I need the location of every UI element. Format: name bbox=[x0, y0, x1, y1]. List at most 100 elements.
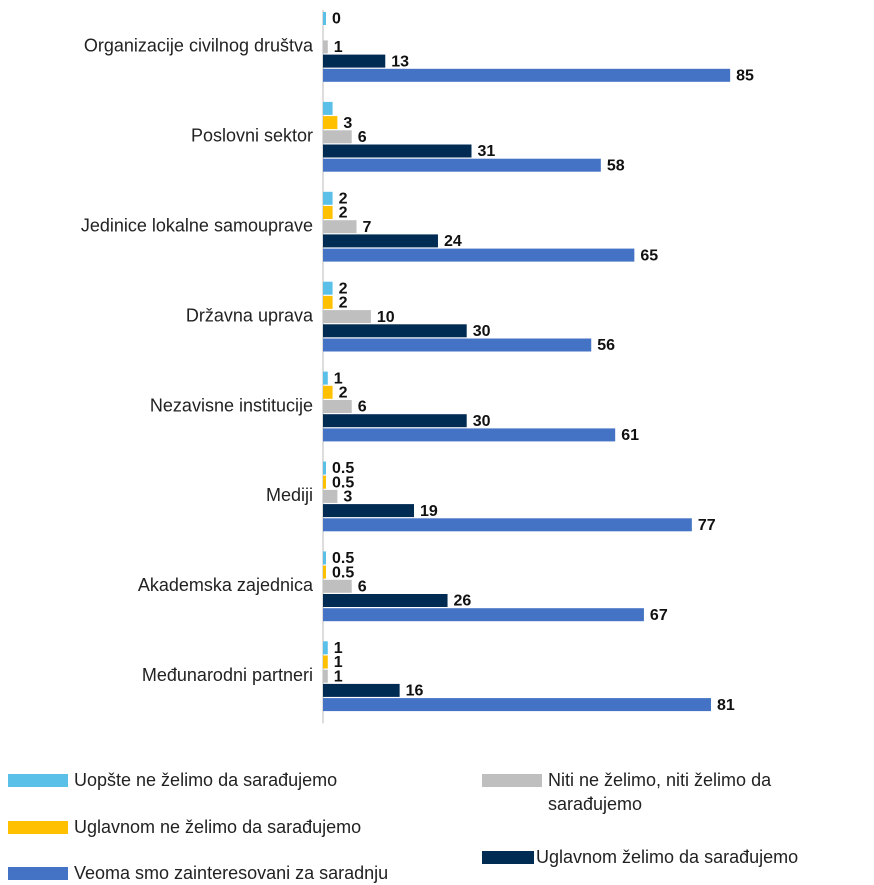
value-label: 7 bbox=[363, 219, 372, 236]
bar bbox=[323, 551, 326, 565]
bar bbox=[323, 310, 371, 324]
chart: Organizacije civilnog društva011385Poslo… bbox=[81, 10, 754, 724]
bar bbox=[323, 158, 601, 172]
value-label: 2 bbox=[339, 191, 348, 208]
bar bbox=[323, 579, 352, 593]
value-label: 1 bbox=[334, 654, 343, 671]
legend-swatch bbox=[8, 774, 68, 787]
value-label: 0.5 bbox=[332, 550, 354, 567]
bar bbox=[323, 68, 731, 82]
category-label: Međunarodni partneri bbox=[142, 665, 313, 685]
value-label: 1 bbox=[334, 668, 343, 685]
bar bbox=[323, 489, 338, 503]
bar bbox=[323, 428, 616, 442]
value-label: 1 bbox=[334, 640, 343, 657]
bar bbox=[323, 608, 644, 622]
bar bbox=[323, 504, 415, 518]
legend-swatch bbox=[482, 774, 542, 787]
bar bbox=[323, 683, 400, 697]
category-label: Poslovni sektor bbox=[191, 126, 313, 146]
value-label: 30 bbox=[473, 413, 491, 430]
bar bbox=[323, 130, 352, 144]
legend-item: Niti ne želimo, niti želimo da sarađujem… bbox=[482, 768, 842, 816]
legend-swatch bbox=[482, 851, 534, 864]
bar bbox=[323, 698, 711, 712]
value-label: 58 bbox=[607, 157, 625, 174]
bar bbox=[323, 565, 326, 579]
legend-item: Uopšte ne želimo da sarađujemo bbox=[8, 768, 428, 792]
value-label: 30 bbox=[473, 323, 491, 340]
bar bbox=[323, 54, 386, 68]
value-label: 67 bbox=[650, 607, 668, 624]
category-label: Nezavisne institucije bbox=[150, 395, 313, 415]
legend-swatch bbox=[8, 821, 68, 834]
bar bbox=[323, 338, 592, 352]
value-label: 77 bbox=[698, 517, 716, 534]
value-label: 24 bbox=[444, 233, 462, 250]
bar bbox=[323, 385, 333, 399]
value-label: 13 bbox=[391, 53, 409, 70]
bar bbox=[323, 191, 333, 205]
bar bbox=[323, 144, 472, 158]
value-label: 16 bbox=[406, 683, 424, 700]
value-label: 10 bbox=[377, 309, 395, 326]
value-label: 3 bbox=[343, 489, 352, 506]
value-label: 0.5 bbox=[332, 564, 354, 581]
bar bbox=[323, 414, 467, 428]
legend-label: Niti ne želimo, niti želimo da sarađujem… bbox=[548, 770, 772, 814]
bar bbox=[323, 295, 333, 309]
category-label: Organizacije civilnog društva bbox=[84, 36, 314, 56]
bar bbox=[323, 475, 326, 489]
value-label: 2 bbox=[339, 385, 348, 402]
value-label: 85 bbox=[736, 68, 754, 85]
bar bbox=[323, 400, 352, 413]
value-label: 0.5 bbox=[332, 460, 354, 477]
bar bbox=[323, 206, 333, 219]
legend-label: Uglavnom ne želimo da sarađujemo bbox=[74, 817, 362, 837]
value-label: 2 bbox=[339, 280, 348, 297]
bar bbox=[323, 281, 333, 295]
bar bbox=[323, 116, 338, 130]
value-label: 19 bbox=[420, 503, 438, 520]
value-label: 0 bbox=[332, 11, 341, 28]
bar bbox=[323, 461, 326, 475]
legend-label: Uglavnom želimo da sarađujemo bbox=[536, 847, 799, 867]
legend-swatch bbox=[8, 867, 68, 880]
bar bbox=[323, 220, 357, 234]
legend-label: Veoma smo zainteresovani za saradnju bbox=[74, 863, 389, 883]
bar bbox=[323, 594, 448, 607]
value-label: 6 bbox=[358, 129, 367, 146]
bar bbox=[323, 641, 328, 655]
legend-item: Uglavnom želimo da sarađujemo bbox=[482, 845, 874, 869]
category-label: Mediji bbox=[266, 485, 313, 505]
value-label: 81 bbox=[717, 697, 735, 714]
value-label: 6 bbox=[358, 399, 367, 416]
value-label: 1 bbox=[334, 39, 343, 56]
legend-item: Uglavnom ne želimo da sarađujemo bbox=[8, 815, 428, 839]
value-label: 0.5 bbox=[332, 474, 354, 491]
bar bbox=[323, 248, 635, 262]
value-label: 56 bbox=[597, 337, 615, 354]
value-label: 65 bbox=[640, 247, 658, 264]
value-label: 2 bbox=[339, 295, 348, 312]
value-label: 6 bbox=[358, 579, 367, 596]
category-label: Akademska zajednica bbox=[138, 575, 314, 595]
bar bbox=[323, 655, 328, 669]
value-label: 1 bbox=[334, 370, 343, 387]
bar bbox=[323, 234, 438, 248]
bar bbox=[323, 12, 326, 25]
value-label: 31 bbox=[477, 143, 495, 160]
category-label: Jedinice lokalne samouprave bbox=[81, 215, 313, 235]
bar bbox=[323, 371, 328, 385]
value-label: 2 bbox=[339, 205, 348, 222]
legend-item: Veoma smo zainteresovani za saradnju bbox=[8, 861, 478, 885]
category-label: Državna uprava bbox=[186, 305, 314, 325]
bar bbox=[323, 40, 328, 54]
legend-label: Uopšte ne želimo da sarađujemo bbox=[74, 770, 338, 790]
value-label: 3 bbox=[343, 115, 352, 132]
value-label: 61 bbox=[621, 427, 639, 444]
bar bbox=[323, 518, 692, 532]
value-label: 26 bbox=[454, 593, 472, 610]
bar bbox=[323, 324, 467, 338]
